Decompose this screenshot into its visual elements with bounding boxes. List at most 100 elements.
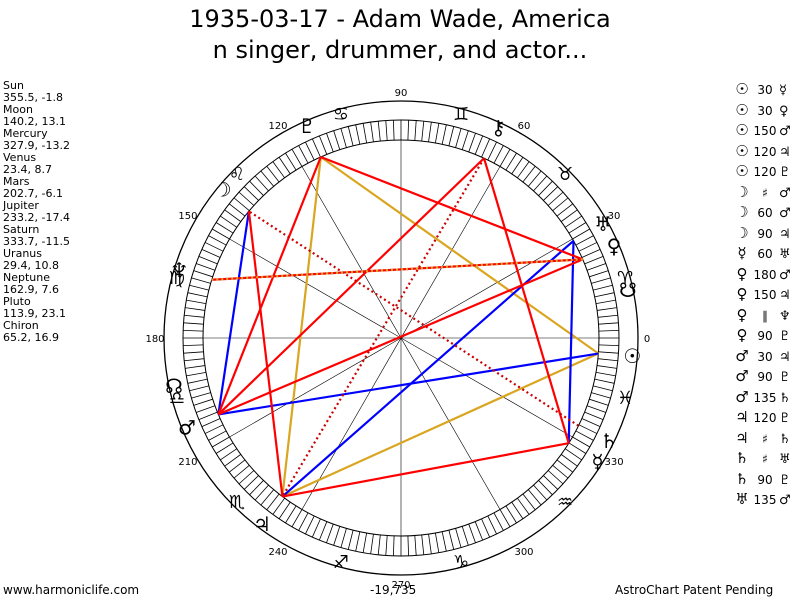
aspect-row: ♅ 135 ♂ — [733, 490, 795, 511]
degree-tick — [385, 535, 388, 556]
aspect-line — [281, 352, 599, 498]
degree-tick — [326, 133, 334, 153]
degree-tick — [499, 509, 511, 527]
aspect-planet-2-glyph: ♂ — [779, 124, 791, 139]
degree-tick — [564, 215, 582, 228]
degree-tick — [581, 248, 601, 258]
degree-tick — [233, 464, 250, 479]
degree-tick — [198, 255, 218, 265]
aspect-symbol: 120 — [753, 165, 777, 179]
degree-tick — [220, 448, 238, 461]
degree-label: 150 — [178, 211, 197, 222]
zodiac-sign-glyph: ♍ — [169, 268, 185, 289]
aspect-row: ☉ 120 ♃ — [733, 142, 795, 163]
degree-tick — [266, 493, 280, 511]
degree-tick — [533, 484, 548, 501]
degree-tick — [575, 430, 594, 441]
degree-tick — [187, 292, 208, 298]
degree-tick — [455, 128, 462, 148]
aspect-planet-1-glyph: ☉ — [735, 141, 749, 160]
zodiac-sign-glyph: ♉ — [557, 164, 573, 185]
degree-tick — [243, 475, 259, 490]
aspect-line — [281, 156, 322, 497]
degree-tick — [578, 424, 598, 434]
degree-tick — [233, 197, 250, 212]
planet-name: Uranus — [3, 247, 42, 260]
degree-tick — [428, 122, 432, 142]
planet-values: 162.9, 7.6 — [3, 283, 59, 296]
degree-tick — [220, 215, 238, 228]
degree-label: 330 — [604, 457, 623, 468]
aspect-planet-2-glyph: ♃ — [779, 226, 791, 242]
degree-tick — [575, 235, 594, 246]
aspect-symbol: 60 — [757, 247, 773, 261]
degree-tick — [511, 501, 524, 519]
planet-name: Saturn — [3, 223, 40, 236]
degree-tick — [186, 371, 207, 377]
degree-tick — [593, 284, 613, 291]
aspect-planet-1-glyph: ♅ — [735, 490, 749, 508]
degree-tick — [204, 424, 224, 434]
degree-tick — [198, 411, 218, 421]
degree-tick — [298, 145, 309, 164]
degree-label: 270 — [391, 580, 410, 591]
degree-tick — [333, 130, 341, 150]
degree-tick — [260, 489, 275, 506]
degree-tick — [318, 135, 328, 155]
aspect-planet-2-glyph: ♇ — [779, 165, 791, 180]
aspect-line — [320, 155, 584, 261]
degree-tick — [228, 459, 246, 473]
planet-values: 202.7, -6.1 — [3, 187, 63, 200]
aspect-planet-2-glyph: ♂ — [779, 206, 791, 221]
aspect-line — [320, 156, 600, 355]
planet-glyph: ⚷ — [491, 115, 506, 139]
degree-tick — [392, 535, 395, 556]
planet-glyph: ♇ — [298, 114, 316, 138]
zodiac-sign-glyph: ♌ — [229, 164, 245, 185]
degree-tick — [441, 531, 447, 552]
aspect-planet-1-glyph: ♀ — [736, 326, 748, 344]
degree-tick — [533, 175, 548, 192]
degree-tick — [278, 157, 291, 175]
degree-tick — [193, 270, 213, 278]
aspect-symbol: 135 — [753, 493, 777, 507]
degree-tick — [597, 358, 618, 362]
aspect-symbol: 30 — [757, 103, 773, 118]
degree-tick — [347, 530, 354, 550]
north-node-glyph: ☊ — [165, 374, 183, 398]
degree-tick — [421, 121, 425, 142]
degree-tick — [196, 405, 216, 413]
degree-tick — [224, 454, 242, 467]
degree-tick — [499, 149, 511, 167]
aspect-symbol: 150 — [753, 288, 777, 302]
degree-tick — [572, 228, 590, 240]
degree-tick — [584, 255, 604, 265]
aspect-symbol: 150 — [753, 124, 777, 138]
zodiac-sign-glyph: ♈ — [617, 268, 633, 289]
degree-tick — [305, 515, 315, 535]
aspect-planet-1-glyph: ☉ — [735, 121, 749, 139]
aspect-line — [282, 442, 569, 498]
sign-spoke — [229, 238, 573, 438]
degree-tick — [191, 392, 211, 399]
degree-tick — [370, 534, 374, 554]
aspect-line — [217, 157, 485, 416]
degree-label: 30 — [608, 211, 621, 222]
planet-name: Neptune — [3, 271, 51, 284]
planet-values: 327.9, -13.2 — [3, 139, 70, 152]
degree-label: 60 — [518, 121, 531, 132]
aspect-symbol: ♯ — [762, 185, 768, 200]
aspect-line — [281, 157, 485, 498]
degree-tick — [362, 123, 368, 144]
degree-tick — [421, 534, 425, 555]
degree-tick — [208, 430, 227, 441]
degree-tick — [193, 398, 213, 406]
degree-tick — [598, 344, 619, 347]
degree-tick — [543, 186, 559, 201]
aspect-planet-1-glyph: ♂ — [735, 367, 749, 385]
degree-tick — [196, 263, 216, 271]
degree-tick — [185, 307, 205, 311]
degree-tick — [474, 135, 484, 155]
degree-tick — [187, 378, 208, 384]
degree-tick — [311, 518, 321, 538]
